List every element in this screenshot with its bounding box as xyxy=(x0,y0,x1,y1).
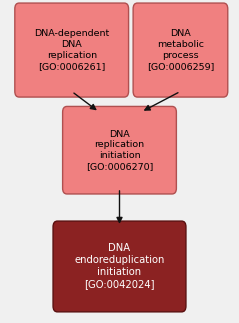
FancyBboxPatch shape xyxy=(133,3,228,97)
Text: DNA
endoreduplication
initiation
[GO:0042024]: DNA endoreduplication initiation [GO:004… xyxy=(74,244,165,289)
FancyBboxPatch shape xyxy=(63,107,176,194)
Text: DNA
replication
initiation
[GO:0006270]: DNA replication initiation [GO:0006270] xyxy=(86,130,153,171)
Text: DNA-dependent
DNA
replication
[GO:0006261]: DNA-dependent DNA replication [GO:000626… xyxy=(34,29,109,71)
Text: DNA
metabolic
process
[GO:0006259]: DNA metabolic process [GO:0006259] xyxy=(147,29,214,71)
FancyBboxPatch shape xyxy=(53,221,186,312)
FancyBboxPatch shape xyxy=(15,3,129,97)
